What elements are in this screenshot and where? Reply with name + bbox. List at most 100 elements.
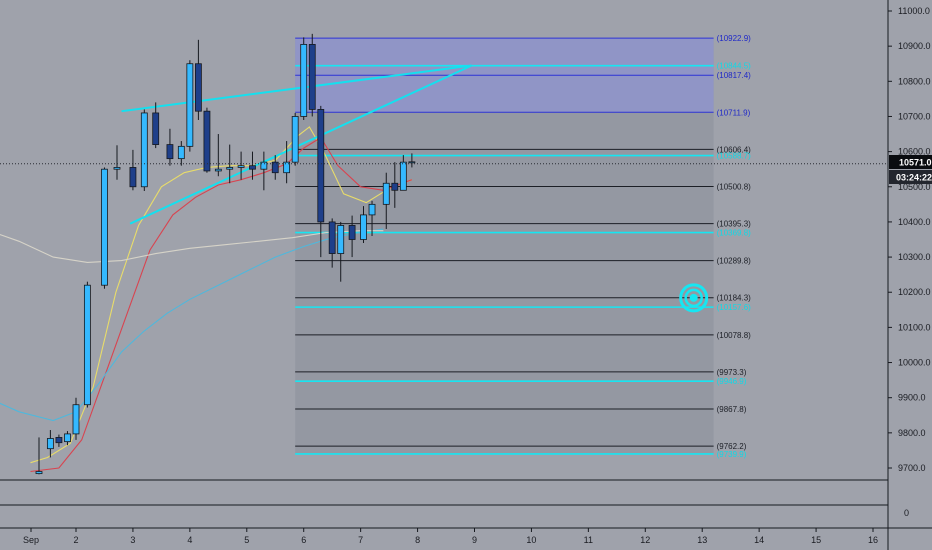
x-tick-label: 16 [868,535,878,545]
fib-level-label: (9762.2) [717,442,747,451]
price-badges: 10571.0 03:24:22 [889,155,932,184]
lower-pane: 0 [0,479,909,518]
trendline [121,64,472,113]
fib-level-label: (10588.7) [717,152,752,161]
candle-body [46,438,54,450]
trendline [129,64,473,225]
candle-body [113,167,121,170]
y-tick-label: 10400.0 [898,217,931,227]
fib-level-label: (10817.4) [717,71,752,80]
y-axis[interactable]: 11000.0 10900.0 10800.0 10700.0 10600.0 10500… [887,0,931,550]
candle-body [72,404,80,435]
candle-body [226,167,234,170]
x-tick-label: 10 [526,535,536,545]
candle-body [166,144,174,160]
candle-body [186,63,194,147]
candle-body [237,165,245,168]
x-tick-label: 9 [472,535,477,545]
candle-body [271,161,279,174]
y-tick-label: 10500.0 [898,182,931,192]
fib-level-label: (9739.9) [717,450,747,459]
candle-body [214,168,222,172]
candle-body [317,109,325,223]
target-marker-icon [679,283,709,313]
fib-level-label: (10922.9) [717,34,752,43]
candles [35,33,416,475]
x-tick-label: 6 [301,535,306,545]
countdown-badge [889,170,932,184]
candle-body [203,110,211,172]
fib-level-label: (9946.9) [717,377,747,386]
candle-body [249,165,256,170]
fib-level-label: (10369.8) [717,229,752,238]
fib-level-label: (10711.9) [717,108,751,117]
candle-body [101,168,108,286]
x-tick-label: 3 [130,535,135,545]
candle-body [35,471,43,475]
fib-level-label: (9867.8) [717,405,747,414]
candle-body [140,112,148,188]
fib-level-label: (10606.4) [717,145,752,154]
fib-level-label: (9973.3) [717,368,747,377]
candle-body [260,161,268,170]
candle-body [368,203,376,216]
candle-body [382,182,390,205]
y-tick-label: 10900.0 [898,41,931,51]
moving-average-line [0,230,384,263]
current-price-label: 10571.0 [899,158,932,168]
candle-body [328,221,336,254]
y-tick-label: 10800.0 [898,76,931,86]
x-tick-label: 15 [811,535,821,545]
fib-level-label: (10157.6) [717,303,752,312]
y-tick-label: 9800.0 [898,428,926,438]
x-tick-label: 7 [358,535,363,545]
fib-level-label: (10844.5) [717,62,752,71]
candle-body [399,161,407,191]
y-tick-label: 10700.0 [898,111,931,121]
candle-body [64,433,71,443]
x-tick-label: 12 [640,535,650,545]
lower-pane-label: 0 [904,508,909,518]
target-ring-outer [679,283,709,313]
x-tick-label: 2 [73,535,78,545]
fib-level-label: (10078.8) [717,331,752,340]
x-tick-label: 11 [584,535,593,545]
candle-body [337,225,345,254]
fib-level-label: (10289.8) [717,257,752,266]
current-price-badge [889,155,932,169]
candle-body [177,145,185,160]
fib-level-label: (10395.3) [717,220,752,229]
trendlines[interactable] [121,64,473,225]
x-axis[interactable]: Sep 2 3 4 5 6 7 8 9 10 11 12 13 14 15 16 [0,527,932,545]
fibonacci-extension[interactable]: (10922.9) (10844.5)(10817.4) (10711.9) (106… [295,34,751,459]
fib-level-label: (10500.8) [717,182,752,191]
candle-body [360,214,367,240]
candle-body [408,161,416,164]
x-tick-label: 5 [244,535,249,545]
candle-body [391,182,399,191]
y-tick-label: 10300.0 [898,252,931,262]
fib-level-label: (10184.3) [717,294,752,303]
candle-body [194,63,202,112]
candle-body [129,167,137,188]
y-tick-label: 10200.0 [898,287,931,297]
candle-body [55,437,63,444]
x-tick-label: 4 [187,535,192,545]
x-tick-label: Sep [23,535,39,545]
y-tick-label: 9700.0 [898,463,926,473]
y-tick-label: 11000.0 [898,6,930,16]
x-tick-label: 14 [754,535,764,545]
candle-body [308,43,316,110]
y-tick-label: 9900.0 [898,393,926,403]
y-tick-label: 10600.0 [898,147,931,157]
candle-body [291,116,299,163]
moving-average-line [0,228,384,422]
candle-body [348,225,356,240]
candle-body [152,112,160,145]
candle-body [83,284,91,406]
x-tick-label: 8 [415,535,420,545]
candle-body [300,43,308,117]
target-ring-middle [684,288,703,308]
x-tick-label: 13 [697,535,707,545]
